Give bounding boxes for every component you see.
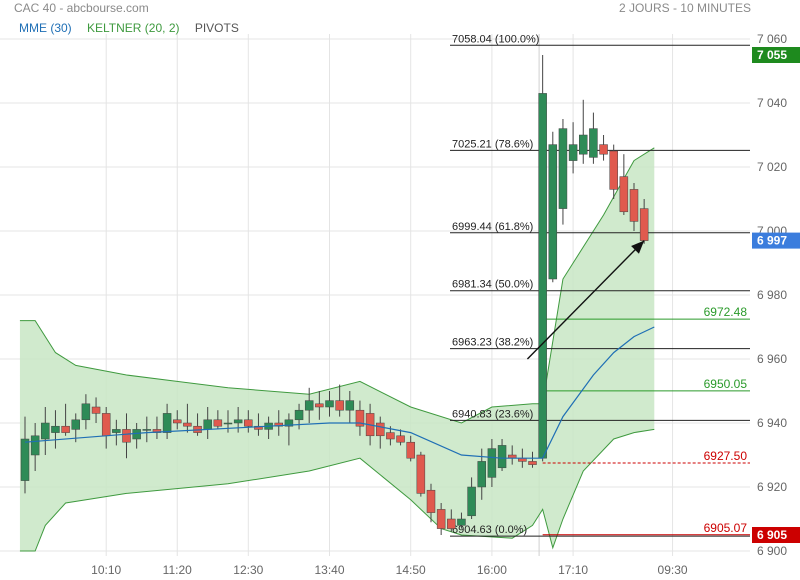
candle bbox=[497, 445, 507, 469]
x-tick-label: 13:40 bbox=[314, 563, 344, 577]
fib-label: 6999.44 (61.8%) bbox=[452, 221, 533, 233]
fib-label: 6940.83 (23.6%) bbox=[452, 408, 533, 420]
candle bbox=[477, 461, 486, 488]
candle bbox=[447, 518, 456, 529]
candle bbox=[386, 432, 395, 440]
chart-source-title: CAC 40 - abcbourse.com bbox=[14, 1, 149, 15]
candle bbox=[345, 400, 355, 411]
candle bbox=[61, 425, 70, 433]
candle bbox=[122, 429, 131, 443]
candle bbox=[558, 128, 568, 209]
candle bbox=[284, 419, 294, 427]
price-marker bbox=[752, 527, 800, 543]
candle bbox=[51, 425, 60, 433]
candle bbox=[376, 422, 385, 437]
candle bbox=[71, 419, 80, 430]
fib-label: 7025.21 (78.6%) bbox=[452, 138, 533, 150]
candle bbox=[396, 435, 405, 443]
candle bbox=[457, 518, 466, 526]
candle bbox=[142, 429, 152, 431]
pivot-label: 6927.50 bbox=[704, 449, 748, 463]
y-tick-label: 6 920 bbox=[757, 480, 787, 494]
candle bbox=[528, 461, 537, 465]
candle bbox=[41, 422, 50, 440]
candle bbox=[609, 150, 618, 190]
candle bbox=[599, 144, 608, 155]
y-tick-label: 7 040 bbox=[757, 96, 787, 110]
x-tick-label: 10:10 bbox=[91, 563, 121, 577]
chart-period: 2 JOURS - 10 MINUTES bbox=[618, 1, 751, 15]
candle bbox=[416, 454, 426, 494]
y-tick-label: 7 020 bbox=[757, 160, 787, 174]
candle bbox=[213, 419, 223, 427]
x-tick-label: 12:30 bbox=[233, 563, 263, 577]
candle bbox=[223, 422, 233, 425]
fib-label: 7058.04 (100.0%) bbox=[452, 33, 539, 45]
pivot-label: 6905.07 bbox=[704, 521, 748, 535]
candle bbox=[30, 435, 40, 456]
candle bbox=[538, 93, 547, 459]
y-tick-label: 6 900 bbox=[757, 544, 787, 558]
candle bbox=[203, 419, 212, 430]
legend-keltner[interactable]: KELTNER (20, 2) bbox=[87, 21, 180, 35]
candle bbox=[406, 441, 415, 459]
candle bbox=[589, 128, 598, 158]
legend-ema[interactable]: MME (30) bbox=[19, 21, 72, 35]
y-tick-label: 6 980 bbox=[757, 288, 787, 302]
y-tick-label: 7 060 bbox=[757, 32, 787, 46]
candle bbox=[81, 403, 91, 421]
candle bbox=[568, 144, 578, 161]
price-marker-label: 6 997 bbox=[757, 234, 787, 248]
y-tick-label: 6 940 bbox=[757, 416, 787, 430]
indicator-legend: MME (30) KELTNER (20, 2) PIVOTS bbox=[19, 21, 251, 35]
candle bbox=[487, 448, 497, 478]
candle bbox=[335, 400, 344, 411]
candle bbox=[436, 509, 446, 529]
candle bbox=[20, 438, 30, 481]
fib-label: 6963.23 (38.2%) bbox=[452, 337, 533, 349]
candle bbox=[233, 419, 243, 424]
pivot-label: 6950.05 bbox=[704, 377, 748, 391]
legend-pivots[interactable]: PIVOTS bbox=[194, 21, 239, 35]
candle bbox=[325, 400, 334, 408]
candle bbox=[162, 413, 172, 433]
candle bbox=[173, 419, 182, 424]
candle bbox=[629, 189, 639, 222]
fib-label: 6981.34 (50.0%) bbox=[452, 279, 533, 291]
candle bbox=[639, 208, 649, 241]
x-tick-label: 17:10 bbox=[558, 563, 588, 577]
candle bbox=[426, 489, 436, 513]
candle bbox=[619, 176, 629, 213]
price-marker bbox=[752, 232, 800, 249]
trend-arrow bbox=[526, 240, 645, 360]
candle bbox=[91, 406, 101, 414]
candle bbox=[294, 409, 304, 421]
x-tick-label: 11:20 bbox=[163, 563, 192, 577]
price-marker-label: 7 055 bbox=[757, 48, 787, 62]
candle bbox=[112, 429, 121, 433]
candle bbox=[355, 409, 365, 427]
arrow-head bbox=[631, 240, 645, 254]
ema-line bbox=[24, 326, 655, 459]
candle bbox=[183, 422, 192, 427]
price-marker-label: 6 905 bbox=[757, 528, 787, 542]
pivot-label: 6972.48 bbox=[704, 305, 748, 319]
candle bbox=[244, 419, 253, 427]
x-tick-label: 16:00 bbox=[477, 563, 507, 577]
x-tick-label: 14:50 bbox=[396, 563, 426, 577]
y-tick-label: 6 960 bbox=[757, 352, 787, 366]
candle bbox=[548, 144, 558, 280]
x-tick-label: 09:30 bbox=[658, 563, 688, 577]
keltner-upper-line bbox=[19, 147, 655, 424]
candle bbox=[467, 486, 476, 517]
candle bbox=[579, 134, 588, 155]
candle bbox=[304, 400, 314, 411]
candle bbox=[101, 413, 111, 437]
fib-label: 6904.63 (0.0%) bbox=[452, 524, 527, 536]
price-marker bbox=[752, 47, 800, 63]
candle bbox=[315, 403, 324, 408]
